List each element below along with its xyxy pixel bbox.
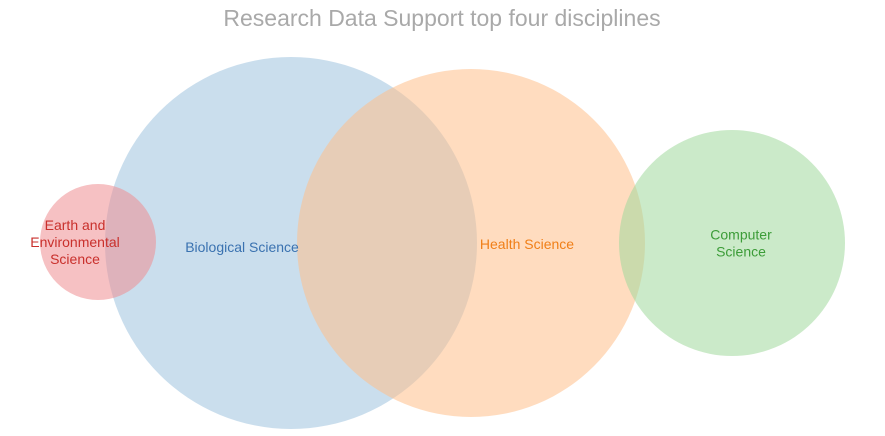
set-circle — [619, 130, 845, 356]
set-label-line: Earth and — [45, 217, 106, 233]
set-label-line: Environmental — [30, 234, 120, 250]
set-label-line: Biological Science — [185, 239, 299, 255]
set-label-line: Computer — [710, 227, 772, 243]
set-circle — [297, 69, 645, 417]
set-labels: Earth and Environmental ScienceBiological … — [30, 217, 772, 267]
set-label-line: Health Science — [480, 236, 574, 252]
set-label: Health Science — [480, 236, 574, 252]
set-label: Earth and Environmental Science — [30, 217, 120, 267]
set-label: Computer Science — [710, 227, 772, 260]
set-circle — [40, 184, 156, 300]
set-label-line: Science — [716, 244, 766, 260]
set-label: Biological Science — [185, 239, 299, 255]
diagram-title: Research Data Support top four disciplin… — [223, 5, 660, 31]
set-label-line: Science — [50, 251, 100, 267]
